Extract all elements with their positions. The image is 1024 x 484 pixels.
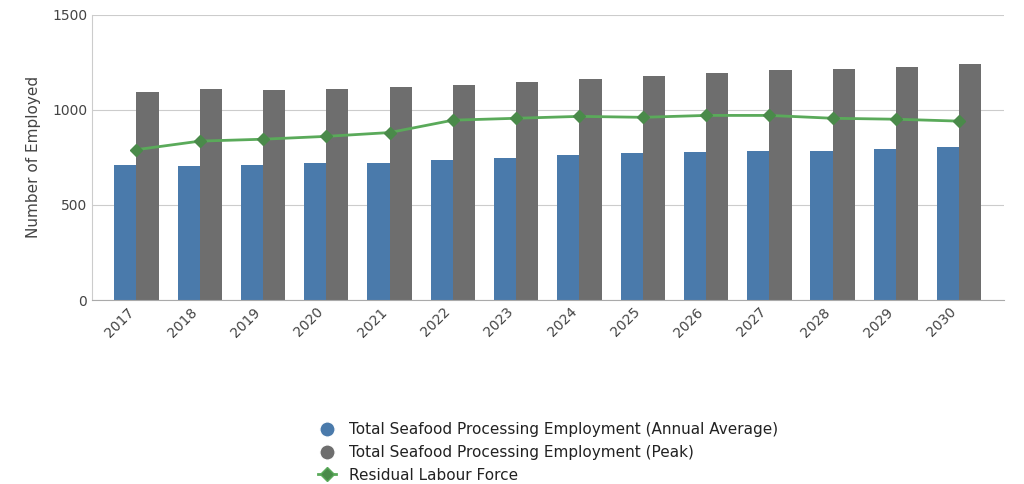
Bar — [810, 151, 833, 300]
Bar — [621, 153, 643, 300]
Bar — [453, 85, 475, 300]
Bar — [873, 149, 896, 300]
Bar — [263, 90, 286, 300]
Bar — [748, 151, 769, 300]
Y-axis label: Number of Employed: Number of Employed — [26, 76, 41, 238]
Bar — [937, 147, 959, 300]
Bar — [707, 73, 728, 300]
Bar — [368, 163, 389, 300]
Bar — [896, 67, 919, 300]
Bar — [833, 69, 855, 300]
Bar — [115, 165, 136, 300]
Bar — [136, 91, 159, 300]
Bar — [200, 89, 222, 300]
Bar — [959, 64, 981, 300]
Bar — [494, 158, 516, 300]
Bar — [516, 82, 539, 300]
Bar — [684, 151, 707, 300]
Bar — [643, 76, 665, 300]
Bar — [389, 87, 412, 300]
Bar — [431, 160, 453, 300]
Legend: Total Seafood Processing Employment (Annual Average), Total Seafood Processing E: Total Seafood Processing Employment (Ann… — [312, 416, 783, 484]
Bar — [327, 89, 348, 300]
Bar — [769, 70, 792, 300]
Bar — [304, 163, 327, 300]
Bar — [557, 155, 580, 300]
Bar — [241, 166, 263, 300]
Bar — [580, 79, 602, 300]
Bar — [177, 166, 200, 300]
